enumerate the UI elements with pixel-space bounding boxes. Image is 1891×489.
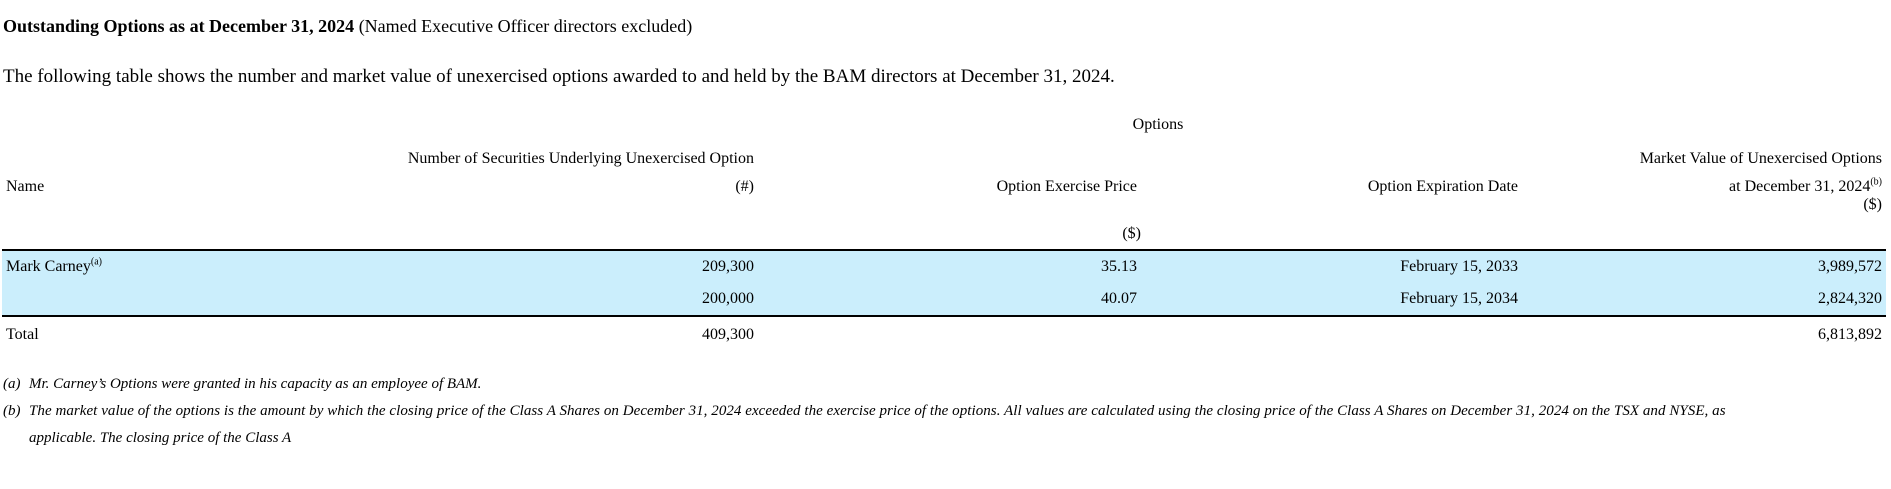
group-header-options: Options [1132,116,1184,133]
footnote-b-text-line1: The market value of the options is the a… [29,403,1726,419]
heading-note: (Named Executive Officer directors exclu… [358,16,693,36]
footnote-b-continued: applicable. The closing price of the Cla… [29,430,292,446]
cell-value: 2,824,320 [1818,290,1882,307]
header-row-3: ($) [2,196,1886,218]
total-label: Total [6,325,39,343]
total-value: 6,813,892 [1818,325,1882,343]
cell-securities: 209,300 [702,258,754,275]
header-row-1: Number of Securities Underlying Unexerci… [2,140,1886,168]
cell-expiry: February 15, 2033 [1400,258,1518,275]
header-row-4: ($) [2,218,1886,250]
header-value-unit: ($) [1863,196,1882,213]
cell-name [2,283,342,316]
cell-securities: 200,000 [702,290,754,307]
total-securities: 409,300 [702,325,754,343]
section-heading: Outstanding Options as at December 31, 2… [3,16,692,37]
footnote-a-text: Mr. Carney’s Options were granted in his… [29,376,482,392]
footnote-b: (b) The market value of the options is th… [3,403,1726,420]
header-securities-line1: Number of Securities Underlying Unexerci… [407,150,754,167]
footnote-a: (a) Mr. Carney’s Options were granted in … [3,376,481,393]
cell-name-text: Mark Carney [6,258,91,275]
header-price: Option Exercise Price [996,178,1137,195]
header-name: Name [6,178,45,195]
cell-price: 35.13 [1101,258,1137,275]
header-expiry: Option Expiration Date [1367,178,1518,195]
intro-paragraph: The following table shows the number and… [3,66,1115,87]
header-value-line1: Market Value of Unexercised Options [1639,150,1882,167]
cell-name: Mark Carney(a) [2,250,342,283]
header-value-sup: (b) [1870,176,1882,188]
table-row: 200,000 40.07 February 15, 2034 2,824,32… [2,283,1886,316]
footnote-b-marker: (b) [3,403,21,419]
header-row-2: Name (#) Option Exercise Price Option Ex… [2,168,1886,196]
cell-name-sup: (a) [90,256,102,268]
heading-bold: Outstanding Options as at December 31, 2… [3,16,355,36]
header-price-unit: ($) [1122,224,1141,242]
footnote-a-marker: (a) [3,376,21,392]
cell-value: 3,989,572 [1818,258,1882,275]
header-securities-line2: (#) [735,178,754,195]
group-header-row: Options [2,116,1886,140]
total-row: Total 409,300 6,813,892 [2,316,1886,352]
cell-price: 40.07 [1101,290,1137,307]
table-row: Mark Carney(a) 209,300 35.13 February 15… [2,250,1886,283]
options-table: Options Number of Securities Underlying … [2,0,1886,352]
header-value-line2: at December 31, 2024(b) [1522,168,1886,196]
cell-expiry: February 15, 2034 [1400,290,1518,307]
header-value-line2-text: at December 31, 2024 [1729,178,1871,195]
